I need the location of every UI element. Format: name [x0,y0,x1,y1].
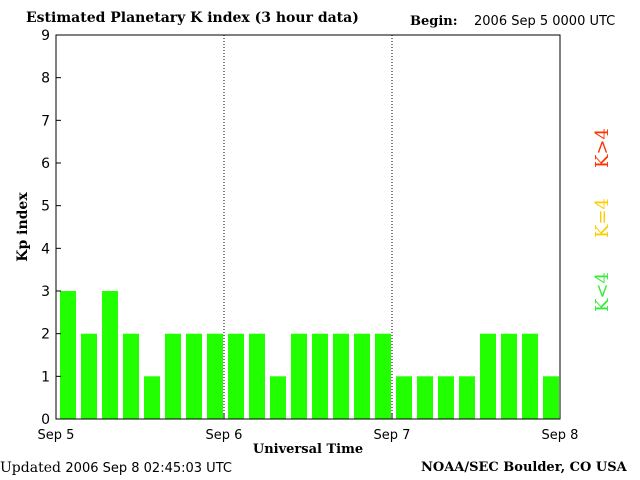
legend-item-0: K>4 [592,128,613,168]
y-axis: 0 1 2 3 4 5 6 7 8 9 [41,28,61,428]
bar-6 [186,333,202,419]
y-tick-label-8: 8 [41,71,50,87]
bar-4 [144,376,160,419]
bar-21 [501,333,517,419]
x-tick-label-0: Sep 5 [38,428,75,443]
chart-title: Estimated Planetary K index (3 hour data… [26,10,359,26]
legend-item-1: K=4 [592,198,613,238]
y-tick-label-3: 3 [41,284,50,300]
y-axis-label: Kp index [15,192,31,262]
y-tick-label-4: 4 [41,241,50,257]
legend-item-2: K<4 [592,272,613,312]
bar-11 [291,333,307,419]
bar-10 [270,376,286,419]
bar-2 [102,291,118,419]
y-tick-label-1: 1 [41,369,50,385]
bar-0 [60,291,76,419]
bar-23 [543,376,559,419]
begin-value: 2006 Sep 5 0000 UTC [474,14,616,29]
bar-14 [354,333,370,419]
bar-17 [417,376,433,419]
plot-frame [55,34,561,420]
updated-value: 2006 Sep 8 02:45:03 UTC [65,461,232,476]
bars-layer [60,291,559,419]
bar-1 [81,333,97,419]
bar-5 [165,333,181,419]
y-tick-label-5: 5 [41,199,50,215]
credit-text: NOAA/SEC Boulder, CO USA [421,460,627,475]
begin-label: Begin: [410,14,458,29]
updated-label: Updated [0,460,61,476]
bar-19 [459,376,475,419]
bar-8 [228,333,244,419]
bar-7 [207,333,223,419]
bar-3 [123,333,139,419]
y-tick-label-2: 2 [41,327,50,343]
bar-22 [522,333,538,419]
bar-16 [396,376,412,419]
legend: K>4 K=4 K<4 [592,128,613,312]
x-tick-label-2: Sep 7 [374,428,411,443]
bar-20 [480,333,496,419]
x-axis-label: Universal Time [253,442,363,457]
bar-15 [375,333,391,419]
x-tick-label-3: Sep 8 [542,428,579,443]
x-axis: Sep 5 Sep 6 Sep 7 Sep 8 [38,414,579,443]
bar-13 [333,333,349,419]
x-tick-label-1: Sep 6 [206,428,243,443]
y-tick-label-9: 9 [41,28,50,44]
y-tick-label-0: 0 [41,412,50,428]
y-tick-label-6: 6 [41,156,50,172]
day-separators [223,35,393,419]
y-tick-label-7: 7 [41,113,50,129]
bar-9 [249,333,265,419]
bar-18 [438,376,454,419]
bar-12 [312,333,328,419]
